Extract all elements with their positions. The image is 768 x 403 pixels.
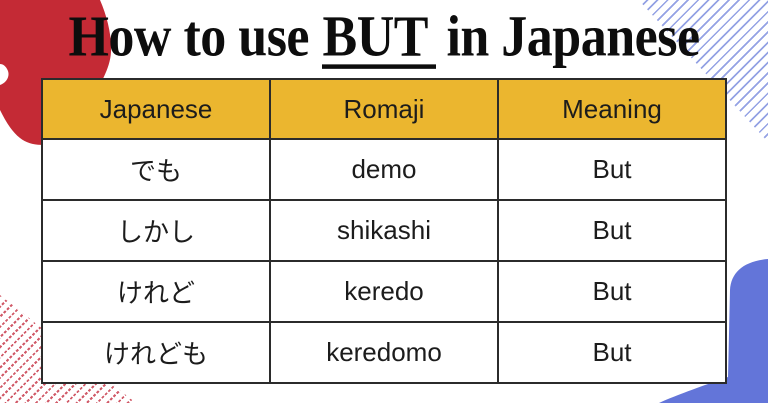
column-header-meaning: Meaning bbox=[497, 78, 727, 140]
table-row: でも demo But bbox=[41, 138, 727, 201]
column-header-romaji: Romaji bbox=[269, 78, 499, 140]
column-header-japanese: Japanese bbox=[41, 78, 271, 140]
cell-japanese: でも bbox=[41, 138, 271, 201]
title-suffix: in Japanese bbox=[433, 5, 700, 69]
title-prefix: How to use bbox=[68, 5, 322, 69]
table-row: けれども keredomo But bbox=[41, 321, 727, 384]
vocab-table: Japanese Romaji Meaning でも demo But しかし … bbox=[41, 78, 727, 384]
cell-meaning: But bbox=[497, 260, 727, 323]
table-row: しかし shikashi But bbox=[41, 199, 727, 262]
table-row: けれど keredo But bbox=[41, 260, 727, 323]
cell-meaning: But bbox=[497, 138, 727, 201]
title-but-underlined: BUT bbox=[321, 8, 437, 69]
cell-japanese: けれども bbox=[41, 321, 271, 384]
table-header-row: Japanese Romaji Meaning bbox=[41, 78, 727, 140]
cell-japanese: けれど bbox=[41, 260, 271, 323]
cell-romaji: shikashi bbox=[269, 199, 499, 262]
cell-romaji: keredomo bbox=[269, 321, 499, 384]
cell-japanese: しかし bbox=[41, 199, 271, 262]
cell-romaji: keredo bbox=[269, 260, 499, 323]
page-title: How to use BUT in Japanese bbox=[0, 5, 768, 70]
cell-meaning: But bbox=[497, 321, 727, 384]
cell-meaning: But bbox=[497, 199, 727, 262]
cell-romaji: demo bbox=[269, 138, 499, 201]
